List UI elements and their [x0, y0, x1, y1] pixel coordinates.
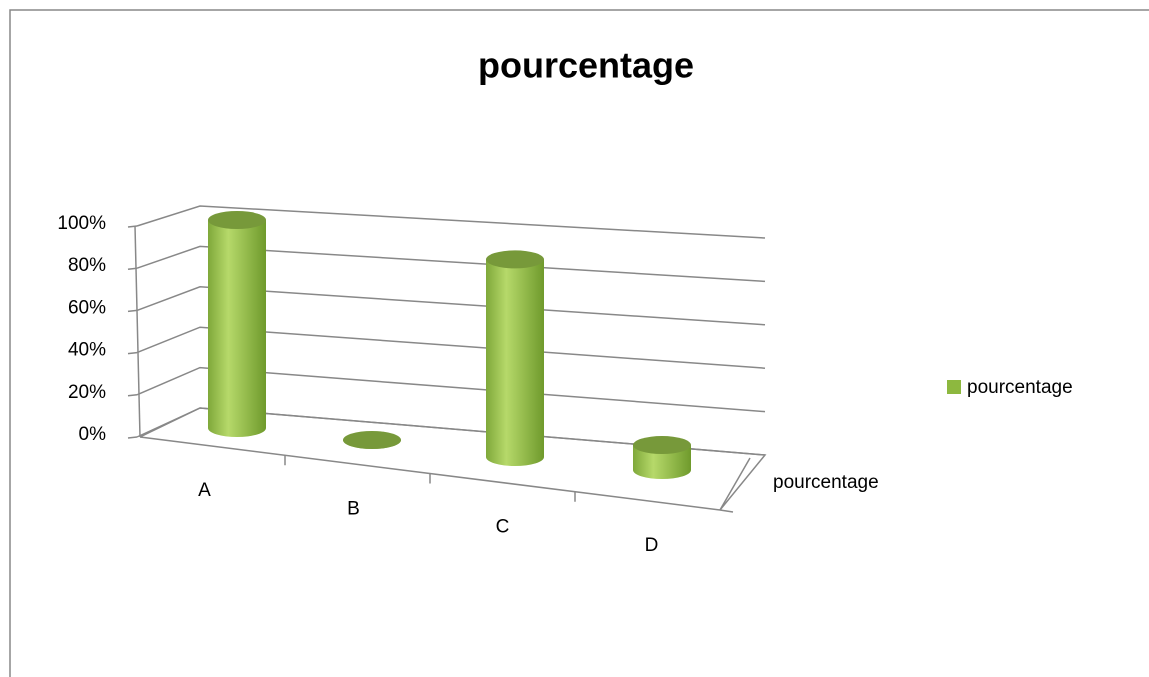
tick-mark: [127, 394, 138, 397]
bar-body: [486, 259, 544, 466]
chart-title: pourcentage: [478, 45, 694, 86]
depth-tick: [719, 509, 734, 513]
bar: [633, 436, 691, 479]
bar-body: [633, 445, 691, 479]
y-tick-label: 60%: [68, 297, 106, 318]
y-tick-label: 20%: [68, 382, 106, 403]
grid-line: [136, 286, 766, 326]
grid-line: [136, 407, 766, 456]
depth-edge: [719, 457, 751, 511]
tick-mark: [127, 309, 138, 313]
bar: [208, 211, 266, 437]
bar-top: [343, 431, 401, 449]
grid-line: [136, 366, 766, 413]
bar-top: [633, 436, 691, 455]
legend-swatch: [947, 380, 961, 394]
legend-label: pourcentage: [967, 377, 1073, 398]
tick-mark: [127, 351, 138, 355]
tick-mark: [127, 436, 138, 439]
grid-line: [136, 205, 766, 239]
y-tick-label: 100%: [57, 213, 106, 234]
x-tick-label: A: [198, 480, 211, 501]
depth-axis-label: pourcentage: [773, 472, 879, 493]
x-tick-label: B: [347, 498, 360, 519]
grid-line: [136, 326, 766, 369]
x-tick-label: C: [496, 517, 510, 538]
chart-border: [9, 9, 1149, 677]
bar: [486, 250, 544, 466]
bar: [343, 431, 401, 449]
tick-mark: [127, 225, 138, 228]
axis-line: [134, 225, 141, 438]
grid-line: [136, 245, 766, 283]
x-tick-label: D: [645, 535, 659, 556]
y-tick-label: 80%: [68, 255, 106, 276]
bar-top: [486, 250, 544, 269]
bar-top: [208, 211, 266, 229]
y-tick-label: 40%: [68, 340, 106, 361]
bar-body: [208, 220, 266, 437]
y-tick-label: 0%: [79, 424, 107, 445]
tick-mark: [127, 267, 138, 270]
